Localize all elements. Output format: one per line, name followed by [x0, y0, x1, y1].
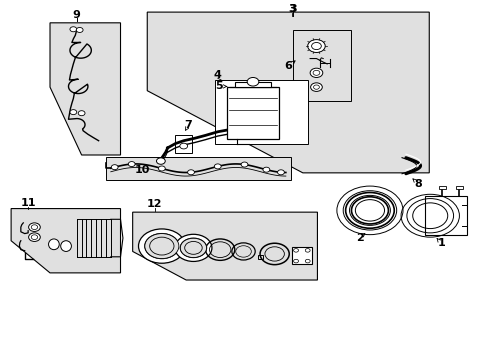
Circle shape — [70, 27, 77, 32]
Ellipse shape — [48, 239, 59, 249]
Text: 12: 12 — [146, 199, 162, 209]
Text: 8: 8 — [414, 179, 422, 189]
Text: 5: 5 — [215, 81, 223, 91]
Circle shape — [29, 223, 40, 231]
Text: 6: 6 — [284, 61, 292, 71]
Circle shape — [309, 68, 322, 77]
Bar — [234, 82, 271, 87]
Polygon shape — [50, 23, 120, 155]
Circle shape — [138, 229, 185, 263]
Circle shape — [175, 234, 211, 261]
Bar — [215, 80, 307, 144]
Polygon shape — [132, 212, 317, 280]
Circle shape — [156, 158, 165, 164]
Bar — [455, 186, 462, 189]
Circle shape — [76, 27, 83, 32]
Circle shape — [307, 40, 325, 53]
Circle shape — [246, 77, 258, 86]
Polygon shape — [147, 12, 428, 173]
Bar — [227, 87, 278, 139]
Circle shape — [214, 164, 221, 169]
Text: 2: 2 — [355, 233, 363, 243]
Circle shape — [144, 234, 179, 258]
Ellipse shape — [61, 241, 71, 251]
Text: 3: 3 — [289, 4, 296, 14]
Circle shape — [111, 165, 118, 170]
Text: 7: 7 — [184, 120, 192, 130]
Circle shape — [180, 238, 206, 257]
Bar — [438, 186, 446, 189]
Circle shape — [78, 111, 85, 116]
Circle shape — [149, 237, 174, 255]
Text: 1: 1 — [437, 238, 445, 248]
Circle shape — [70, 110, 77, 114]
Text: 10: 10 — [134, 165, 150, 175]
Bar — [425, 196, 466, 235]
Text: 9: 9 — [73, 10, 81, 19]
Circle shape — [29, 233, 40, 242]
Circle shape — [263, 167, 269, 172]
Circle shape — [241, 162, 247, 167]
Bar — [292, 30, 351, 102]
Circle shape — [180, 143, 187, 149]
Text: 4: 4 — [213, 69, 221, 80]
Circle shape — [144, 234, 179, 258]
Text: 3: 3 — [287, 4, 295, 14]
Circle shape — [277, 170, 284, 175]
Circle shape — [187, 170, 194, 175]
Bar — [257, 255, 263, 259]
Bar — [175, 135, 192, 153]
Circle shape — [310, 83, 322, 91]
Polygon shape — [11, 208, 120, 273]
Circle shape — [184, 242, 202, 254]
Circle shape — [128, 162, 135, 167]
Bar — [106, 157, 290, 180]
Circle shape — [180, 238, 206, 257]
Bar — [291, 247, 311, 264]
Text: 11: 11 — [20, 198, 36, 208]
Circle shape — [158, 166, 165, 171]
